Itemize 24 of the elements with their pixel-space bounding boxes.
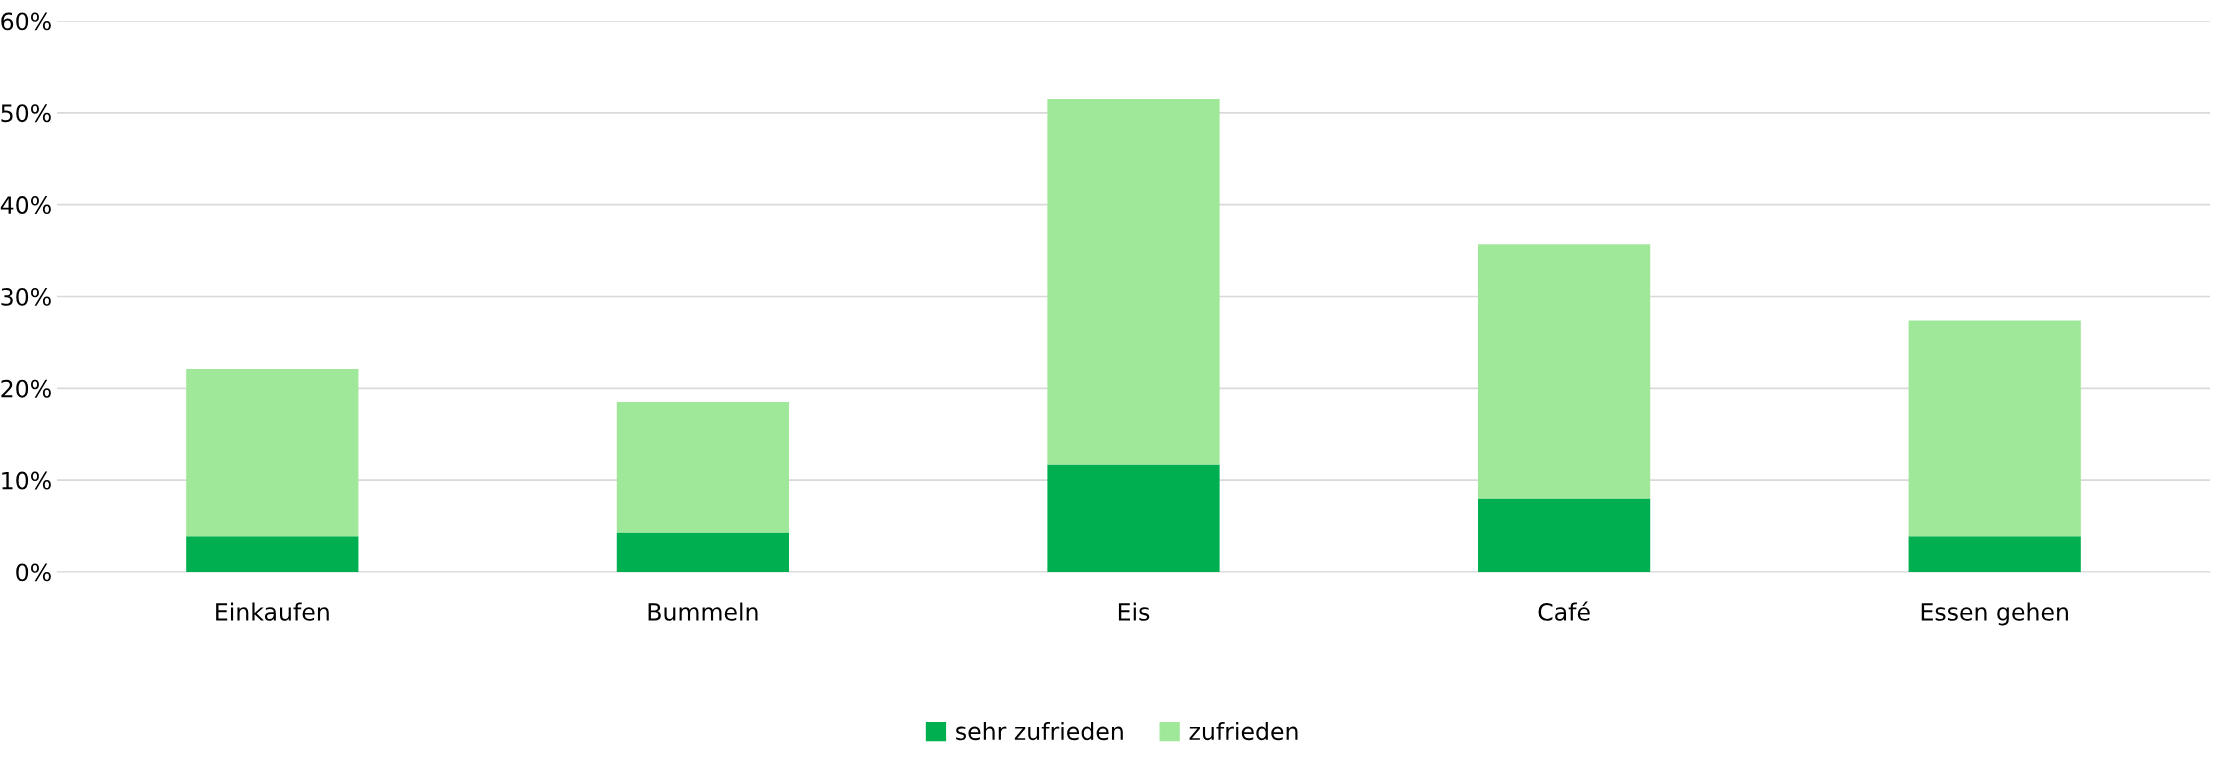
bar [616,532,790,572]
y-tick-label: 60% [1,12,51,31]
x-tick-label: Café [1538,601,1590,621]
x-tick-label: Essen gehen [1921,602,2068,626]
bar [1477,498,1651,572]
x-tick-label: Einkaufen [216,602,329,621]
legend-label: zufrieden [1189,721,1298,741]
bar [1047,99,1220,465]
y-tick-label: 40% [0,196,51,214]
bar [1477,244,1651,499]
y-tick-label: 10% [2,471,51,490]
y-tick-label: 50% [1,104,51,123]
bar [1908,536,2081,572]
legend-label: sehr zufrieden [956,721,1123,741]
x-tick-label: Eis [1118,602,1150,621]
bar [1908,320,2081,537]
bar [1047,464,1220,572]
y-tick-label: 30% [1,287,51,306]
bar [186,369,359,537]
bar [186,536,359,572]
y-tick-label: 0% [16,563,51,582]
bar [616,402,790,533]
y-tick-label: 20% [1,379,51,398]
x-tick-label: Bummeln [648,602,758,621]
